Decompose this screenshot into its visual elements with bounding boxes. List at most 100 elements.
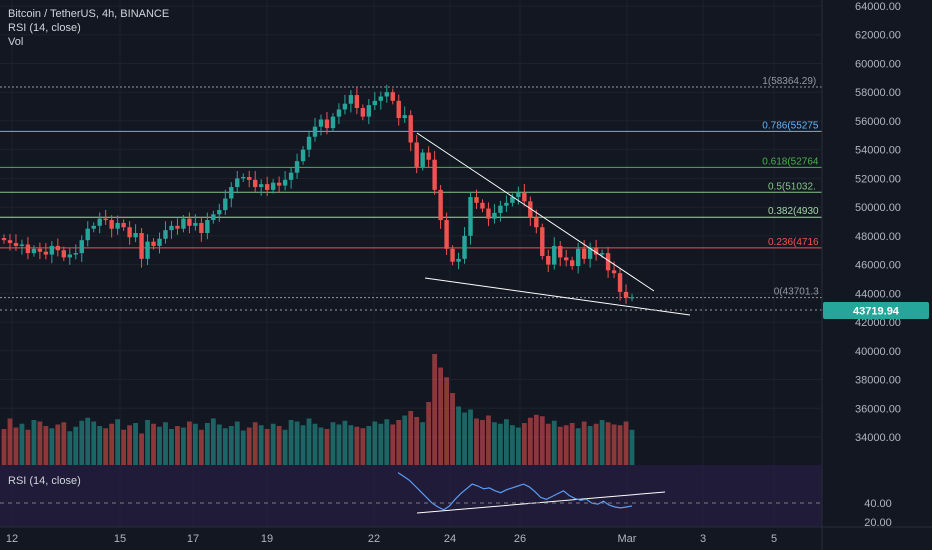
volume-bar bbox=[593, 423, 599, 465]
volume-bar bbox=[210, 418, 216, 465]
volume-bar bbox=[19, 423, 25, 465]
time-tick-label: 26 bbox=[514, 533, 526, 545]
candle-body bbox=[103, 218, 108, 221]
volume-bar bbox=[234, 421, 240, 465]
candle-body bbox=[306, 136, 312, 150]
candle-body bbox=[169, 225, 174, 231]
candle-body bbox=[330, 116, 336, 129]
candle-body bbox=[540, 227, 545, 256]
candle-body bbox=[581, 248, 587, 259]
candle-body bbox=[115, 222, 120, 229]
candle-body bbox=[270, 182, 276, 190]
volume-legend[interactable]: Vol bbox=[8, 36, 24, 48]
candle-body bbox=[444, 220, 449, 249]
candle-body bbox=[564, 257, 569, 261]
volume-bar bbox=[282, 429, 288, 465]
candle-body bbox=[37, 248, 43, 252]
candle-body bbox=[163, 230, 168, 239]
rsi-trendline[interactable] bbox=[416, 491, 666, 514]
volume-bar bbox=[216, 424, 222, 465]
volume-bar bbox=[581, 421, 587, 465]
price-tick-label: 40000.00 bbox=[855, 346, 901, 358]
volume-bar bbox=[408, 411, 414, 465]
price-axis[interactable]: 64000.00 62000.00 60000.00 58000.00 56000.00… bbox=[855, 1, 901, 444]
volume-bar bbox=[575, 428, 581, 465]
time-tick-label: 17 bbox=[187, 533, 199, 545]
volume-bar bbox=[623, 421, 629, 465]
time-tick-label: 15 bbox=[114, 533, 126, 545]
candlestick-series bbox=[1, 84, 635, 304]
rsi-axis[interactable]: 40.00 20.00 bbox=[864, 498, 892, 529]
candle-body bbox=[617, 273, 623, 292]
candle-body bbox=[193, 222, 198, 226]
volume-bars bbox=[1, 354, 635, 465]
price-tick-label: 36000.00 bbox=[855, 403, 901, 415]
candle-body bbox=[408, 115, 413, 143]
volume-bar bbox=[181, 427, 186, 465]
candle-body bbox=[629, 297, 635, 299]
volume-bar bbox=[25, 429, 31, 465]
symbol-legend[interactable]: Bitcoin / TetherUS, 4h, BINANCE bbox=[8, 8, 170, 20]
candle-body bbox=[145, 241, 150, 259]
price-tick-label: 50000.00 bbox=[855, 202, 901, 214]
time-axis[interactable]: 12 15 17 19 22 24 26 Mar 3 5 bbox=[6, 533, 777, 545]
candle-body bbox=[91, 225, 96, 229]
rsi-tick-label: 20.00 bbox=[864, 517, 892, 529]
volume-bar bbox=[187, 421, 192, 465]
volume-bar bbox=[246, 427, 252, 465]
volume-bar bbox=[432, 354, 438, 465]
rsi-legend-top[interactable]: RSI (14, close) bbox=[8, 22, 81, 34]
volume-bar bbox=[330, 422, 336, 465]
lower-trendline[interactable] bbox=[424, 277, 691, 316]
candle-body bbox=[552, 245, 557, 265]
candle-body bbox=[258, 184, 264, 188]
candle-body bbox=[61, 250, 67, 258]
candle-body bbox=[19, 244, 25, 246]
candle-body bbox=[498, 205, 503, 213]
trendlines[interactable] bbox=[416, 132, 691, 514]
fib-level-label: 0(43701.3 bbox=[774, 287, 819, 298]
time-tick-label: Mar bbox=[618, 533, 637, 545]
candle-body bbox=[486, 208, 491, 219]
rsi-pane-label[interactable]: RSI (14, close) bbox=[8, 475, 81, 487]
volume-bar bbox=[228, 426, 234, 465]
volume-bar bbox=[306, 418, 312, 465]
candle-body bbox=[229, 187, 234, 199]
volume-bar bbox=[67, 431, 73, 465]
candle-body bbox=[79, 240, 84, 254]
volume-bar bbox=[599, 420, 605, 465]
candle-body bbox=[241, 176, 246, 179]
candle-body bbox=[282, 179, 288, 186]
volume-bar bbox=[456, 406, 461, 465]
candle-body bbox=[611, 270, 617, 274]
candle-body bbox=[546, 255, 551, 265]
fib-level-label: 1(58364.29) bbox=[762, 76, 816, 87]
volume-bar bbox=[127, 425, 132, 465]
volume-bar bbox=[1, 429, 7, 465]
volume-bar bbox=[617, 425, 623, 465]
time-tick-label: 12 bbox=[6, 533, 18, 545]
volume-bar bbox=[366, 426, 372, 465]
candle-body bbox=[121, 222, 126, 228]
candle-body bbox=[127, 227, 132, 238]
candle-body bbox=[528, 201, 533, 218]
candle-body bbox=[253, 179, 258, 188]
volume-bar bbox=[378, 423, 384, 465]
price-tick-label: 60000.00 bbox=[855, 58, 901, 70]
fib-level-label: 0.618(52764 bbox=[762, 156, 819, 167]
volume-bar bbox=[192, 423, 198, 465]
candle-body bbox=[516, 192, 521, 198]
volume-bar bbox=[545, 423, 551, 465]
candle-body bbox=[55, 245, 61, 251]
upper-trendline[interactable] bbox=[416, 132, 655, 292]
volume-bar bbox=[31, 420, 37, 465]
volume-bar bbox=[258, 425, 264, 465]
time-tick-label: 5 bbox=[771, 533, 777, 545]
fib-level-label: 0.5(51032. bbox=[768, 181, 816, 192]
volume-bar bbox=[145, 420, 150, 465]
rsi-tick-label: 40.00 bbox=[864, 498, 892, 510]
price-tick-label: 46000.00 bbox=[855, 260, 901, 272]
volume-bar bbox=[163, 422, 168, 465]
candle-body bbox=[480, 202, 485, 209]
